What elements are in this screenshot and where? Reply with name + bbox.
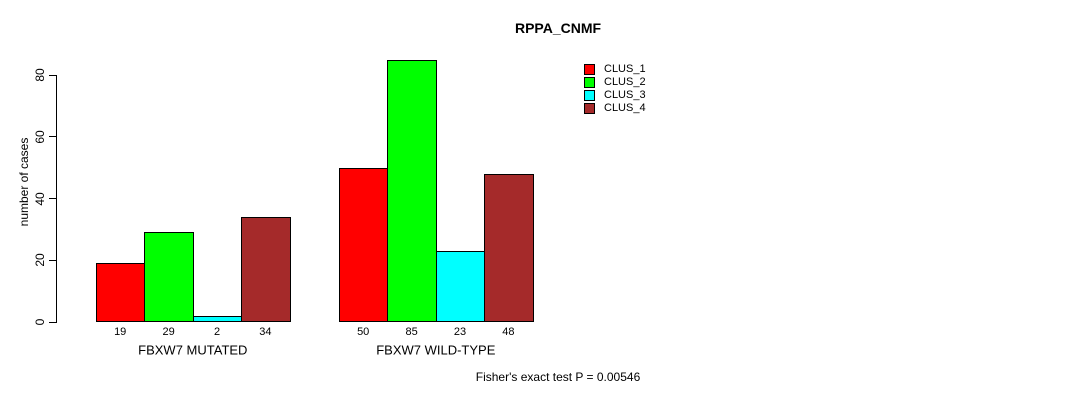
legend-swatch-clus-3 — [584, 90, 595, 101]
fisher-test-annotation: Fisher's exact test P = 0.00546 — [475, 370, 641, 384]
group-label-fbxw7-mutated: FBXW7 MUTATED — [138, 342, 248, 358]
bar-clus-2-fbxw7-mutated — [144, 232, 194, 322]
y-axis-tick-label: 40 — [33, 191, 47, 206]
legend-swatch-clus-1 — [584, 64, 595, 75]
legend-swatch-clus-2 — [584, 77, 595, 88]
legend: CLUS_1 CLUS_2 CLUS_3 CLUS_4 — [584, 63, 646, 115]
y-axis-label: number of cases — [17, 137, 31, 227]
legend-label-clus-4: CLUS_4 — [604, 102, 646, 114]
legend-label-clus-2: CLUS_2 — [604, 76, 646, 88]
legend-item-clus-4: CLUS_4 — [584, 102, 646, 115]
legend-swatch-clus-4 — [584, 103, 595, 114]
bar-value-label-clus-2-fbxw7-mutated: 29 — [162, 326, 175, 338]
y-axis-tick — [49, 198, 56, 199]
legend-item-clus-1: CLUS_1 — [584, 63, 646, 76]
legend-label-clus-3: CLUS_3 — [604, 89, 646, 101]
bar-value-label-clus-3-fbxw7-mutated: 2 — [213, 326, 221, 338]
legend-item-clus-3: CLUS_3 — [584, 89, 646, 102]
bar-clus-3-fbxw7-wild-type — [435, 250, 486, 322]
y-axis-tick-label: 80 — [33, 68, 47, 82]
y-axis-line — [56, 75, 57, 323]
y-axis-tick — [49, 321, 56, 323]
y-axis-tick — [49, 136, 56, 138]
y-axis-tick-label: 60 — [33, 130, 47, 144]
bar-clus-4-fbxw7-mutated — [241, 217, 291, 322]
y-axis-tick — [49, 259, 56, 261]
legend-item-clus-2: CLUS_2 — [584, 76, 646, 89]
y-axis-tick-label: 0 — [33, 318, 47, 326]
chart-title: RPPA_CNMF — [514, 20, 602, 36]
bar-value-label-clus-1-fbxw7-wild-type: 50 — [357, 326, 370, 338]
bar-value-label-clus-2-fbxw7-wild-type: 85 — [405, 326, 418, 338]
group-label-fbxw7-wild-type: FBXW7 WILD-TYPE — [376, 342, 496, 358]
bar-value-label-clus-1-fbxw7-mutated: 19 — [114, 326, 127, 338]
bar-clus-4-fbxw7-wild-type — [484, 173, 534, 322]
bar-value-label-clus-4-fbxw7-mutated: 34 — [259, 326, 272, 338]
y-axis-tick-label: 20 — [33, 253, 47, 267]
legend-label-clus-1: CLUS_1 — [604, 63, 646, 75]
bar-clus-2-fbxw7-wild-type — [387, 59, 437, 322]
bar-clus-1-fbxw7-mutated — [96, 263, 146, 322]
bar-clus-1-fbxw7-wild-type — [339, 167, 389, 322]
bar-clus-3-fbxw7-mutated — [192, 315, 243, 322]
bar-value-label-clus-4-fbxw7-wild-type: 48 — [502, 326, 515, 338]
bar-value-label-clus-3-fbxw7-wild-type: 23 — [453, 326, 467, 338]
y-axis-tick — [49, 74, 56, 76]
